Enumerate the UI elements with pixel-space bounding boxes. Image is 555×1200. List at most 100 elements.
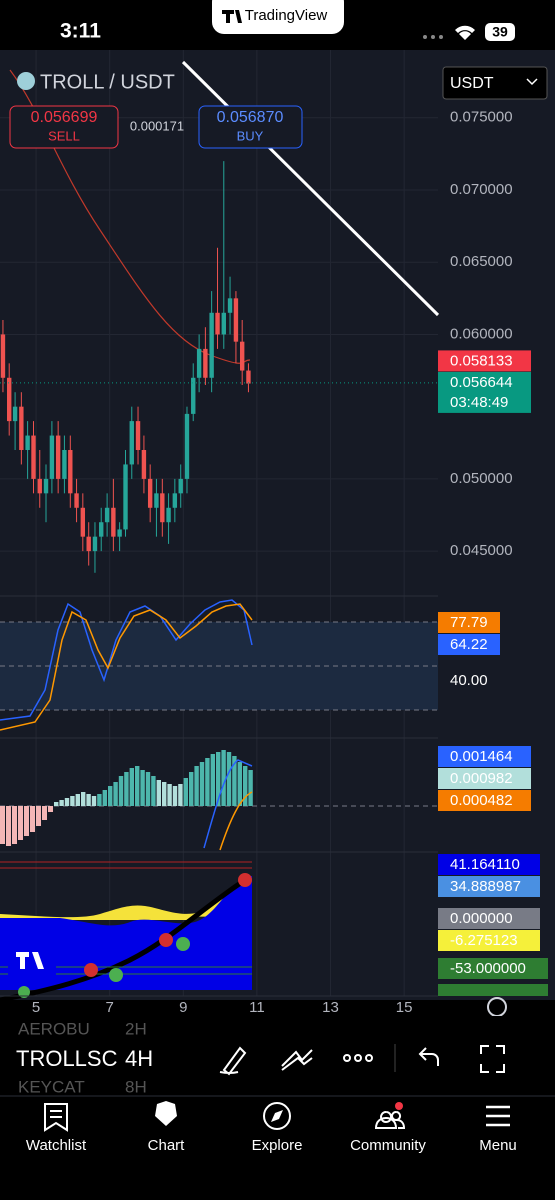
indicator-label-box xyxy=(438,930,540,951)
undo-icon[interactable] xyxy=(418,1047,439,1066)
macd-bar xyxy=(145,772,151,806)
candle-body xyxy=(135,421,141,450)
macd-bar xyxy=(221,750,226,806)
indicator-label-box xyxy=(438,984,548,996)
indicator-label-box xyxy=(438,958,548,979)
macd-bar xyxy=(135,766,140,806)
macd-bar xyxy=(0,806,5,844)
candle-body xyxy=(154,493,159,508)
macd-bar xyxy=(18,806,23,840)
currency-select[interactable] xyxy=(442,66,548,100)
tab-label[interactable]: Explore xyxy=(252,1137,303,1154)
tab-label[interactable]: Community xyxy=(350,1137,426,1154)
price-scale: 0.075000 0.070000 0.065000 0.060000 0.050000… xyxy=(438,109,548,996)
macd-bar xyxy=(12,806,17,844)
candle-body xyxy=(246,370,251,384)
indicator-label: 41.164110 xyxy=(450,856,520,873)
y-tick-label: 0.070000 xyxy=(450,181,513,198)
prev-interval[interactable]: 2H xyxy=(125,1019,147,1038)
macd-bar xyxy=(70,796,75,806)
spread: 0.000171 xyxy=(130,118,184,133)
candle-body xyxy=(74,493,79,508)
fullscreen-icon[interactable] xyxy=(480,1045,505,1073)
battery-level: 39 xyxy=(492,24,508,40)
osc-dot xyxy=(238,873,252,887)
candle-body xyxy=(55,435,61,479)
indicator-label: 64.22 xyxy=(450,636,488,653)
menu-icon[interactable] xyxy=(486,1105,510,1127)
macd-bar xyxy=(24,806,29,836)
watchlist-icon[interactable] xyxy=(44,1103,68,1132)
macd-bar xyxy=(102,790,107,806)
dot xyxy=(343,1054,351,1062)
macd-bar xyxy=(48,806,53,812)
tv-watermark-logo xyxy=(16,952,44,969)
tab-label[interactable]: Menu xyxy=(479,1137,517,1154)
macd-bar xyxy=(237,762,242,806)
macd-bar xyxy=(140,770,145,806)
x-tick-label: 11 xyxy=(249,999,265,1016)
indicator-label-box xyxy=(438,612,500,633)
interval[interactable]: 4H xyxy=(125,1046,153,1071)
candle-body xyxy=(80,507,86,537)
sell-button[interactable] xyxy=(9,105,119,149)
buy-label: BUY xyxy=(237,128,264,143)
trend-line[interactable] xyxy=(181,60,440,317)
candle-body xyxy=(117,529,122,537)
app-pill[interactable] xyxy=(212,0,344,34)
signal-dot xyxy=(423,35,427,39)
grid xyxy=(0,50,438,996)
macd-bar xyxy=(108,786,113,806)
explore-icon[interactable] xyxy=(263,1102,291,1130)
indicator-label: 77.79 xyxy=(450,614,488,631)
lines-icon[interactable] xyxy=(281,1049,313,1071)
tab-label[interactable]: Chart xyxy=(148,1137,186,1154)
macd-bar xyxy=(156,780,161,806)
candle-body xyxy=(12,406,18,422)
macd-bar xyxy=(6,806,11,846)
draw-icon[interactable] xyxy=(219,1046,247,1076)
prev-symbol[interactable]: AEROBU xyxy=(18,1019,90,1038)
notification-dot xyxy=(395,1102,403,1110)
symbol[interactable]: TROLLSC xyxy=(16,1046,118,1071)
tv-watermark xyxy=(8,944,56,978)
chart-icon[interactable] xyxy=(155,1101,177,1126)
macd-bar xyxy=(210,754,215,806)
macd-bar xyxy=(172,786,178,806)
macd-bar xyxy=(36,806,41,826)
osc-dot xyxy=(109,968,123,982)
indicator-label: 0.000000 xyxy=(450,910,513,927)
osc-dot xyxy=(176,937,190,951)
community-icon[interactable] xyxy=(374,1111,406,1129)
next-interval[interactable]: 8H xyxy=(125,1077,147,1096)
candle-body xyxy=(178,478,183,494)
status-time: 3:11 xyxy=(60,20,101,43)
candle-body xyxy=(92,536,98,552)
macd-bar xyxy=(216,752,221,806)
y-tick-label: 0.050000 xyxy=(450,470,513,487)
price-label: 0.056644 xyxy=(450,374,513,391)
macd-bar xyxy=(113,782,118,806)
x-tick-label: 7 xyxy=(106,999,114,1016)
stoch-d xyxy=(0,603,253,731)
macd-bar xyxy=(232,756,237,806)
candle-body xyxy=(184,413,190,479)
buy-button[interactable] xyxy=(198,105,303,149)
macd-bar xyxy=(81,792,86,806)
macd-bar xyxy=(86,794,91,806)
macd-bar xyxy=(189,772,194,806)
macd-histogram-negative xyxy=(0,806,53,846)
macd-bar xyxy=(64,798,70,806)
tab-label[interactable]: Watchlist xyxy=(26,1137,87,1154)
more-icon[interactable] xyxy=(343,1054,373,1062)
symbol-title[interactable]: TROLL / USDT xyxy=(40,71,175,93)
stoch-k xyxy=(0,599,253,721)
osc-line xyxy=(0,877,247,1003)
macd-bar xyxy=(178,784,183,806)
candle-body xyxy=(49,435,55,479)
macd-line xyxy=(203,759,253,849)
next-symbol[interactable]: KEYCAT xyxy=(18,1077,85,1096)
candle-body xyxy=(196,348,202,378)
macd-bar xyxy=(151,776,156,806)
